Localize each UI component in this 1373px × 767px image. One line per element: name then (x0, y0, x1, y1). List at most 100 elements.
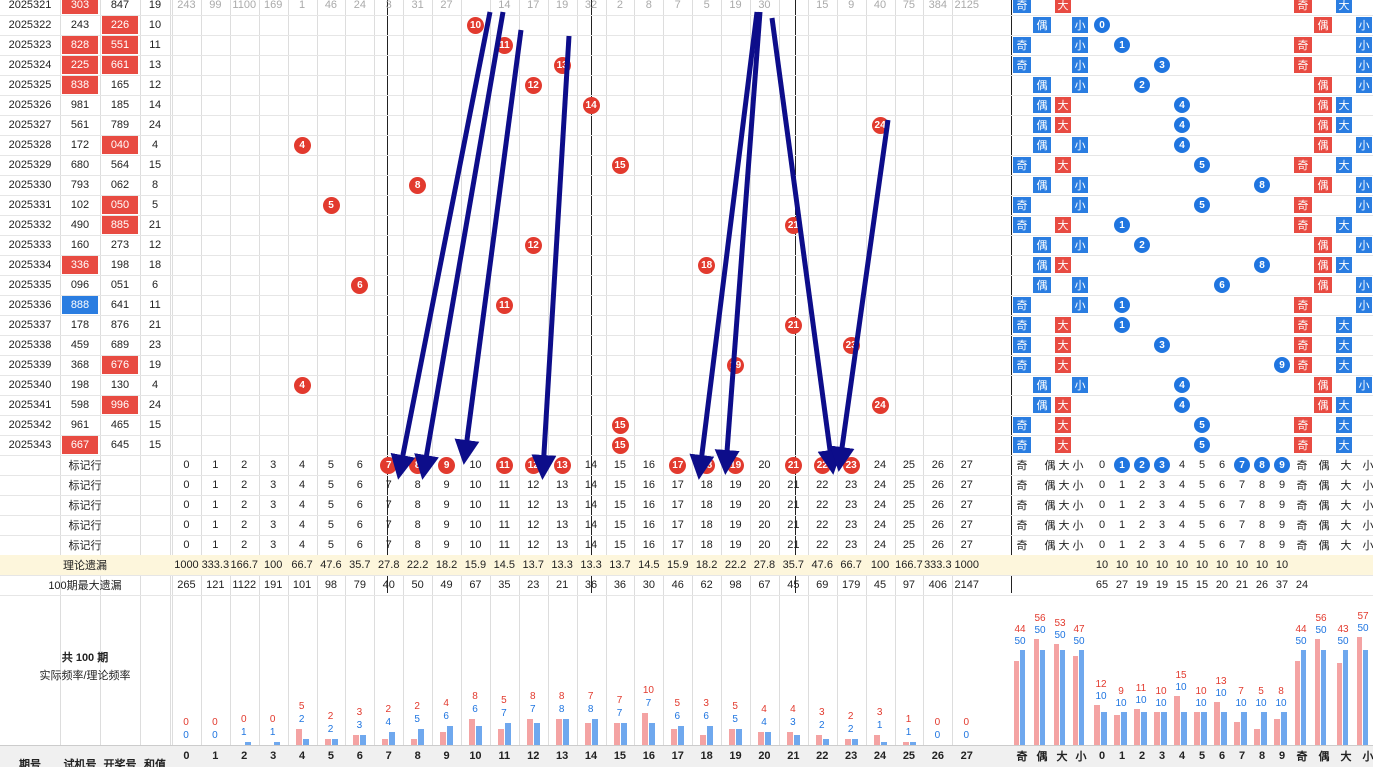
position-ball: 1 (1114, 297, 1130, 313)
row-divider (0, 355, 1373, 356)
column-header-sum[interactable]: 19 (729, 750, 742, 762)
column-header[interactable]: 期号 (19, 759, 41, 767)
mark-sum-number: 2 (241, 499, 248, 511)
column-header-sum[interactable]: 27 (960, 750, 973, 762)
column-header-pos[interactable]: 0 (1098, 750, 1106, 762)
column-header-oe-bs[interactable]: 小 (1075, 751, 1087, 763)
column-header-pos[interactable]: 4 (1178, 750, 1186, 762)
column-header-tail[interactable]: 偶 (1318, 751, 1330, 763)
miss-count (634, 215, 663, 235)
column-header[interactable]: 试机号 (63, 759, 97, 767)
column-header-sum[interactable]: 3 (270, 750, 277, 762)
miss-count: 1 (298, 0, 306, 11)
test-number: 667 (62, 436, 98, 454)
column-header-sum[interactable]: 26 (931, 750, 944, 762)
draw-number: 789 (110, 119, 130, 131)
test-number: 459 (70, 339, 90, 351)
column-header-pos[interactable]: 1 (1118, 750, 1126, 762)
miss-count (692, 375, 721, 395)
mark-sum-number: 5 (327, 459, 334, 471)
column-header-sum[interactable]: 23 (845, 750, 858, 762)
sum-ball: 21 (784, 317, 802, 334)
draw-number: 040 (102, 136, 138, 154)
miss-count (750, 435, 779, 455)
mark-sum-number: 1 (212, 519, 219, 531)
column-header[interactable]: 和值 (144, 759, 166, 767)
column-header-pos[interactable]: 2 (1138, 750, 1146, 762)
column-header-pos[interactable]: 9 (1278, 750, 1286, 762)
miss-count (634, 435, 663, 455)
column-header-tail[interactable]: 大 (1340, 751, 1352, 763)
column-header-oe-bs[interactable]: 大 (1056, 751, 1068, 763)
column-header-sum[interactable]: 20 (758, 750, 771, 762)
miss-count (606, 235, 635, 255)
miss-count (374, 175, 403, 195)
actual-freq-bar (729, 729, 736, 745)
column-header-oe-bs[interactable]: 偶 (1036, 751, 1048, 763)
mark-pos-number: 7 (1238, 499, 1246, 511)
column-header-tail[interactable]: 小 (1362, 751, 1373, 763)
miss-count (432, 75, 461, 95)
column-header-sum[interactable]: 0 (183, 750, 190, 762)
pos-freq-actual-bar (1214, 702, 1220, 745)
miss-count (259, 375, 288, 395)
miss-count (490, 215, 519, 235)
column-header-sum[interactable]: 22 (816, 750, 829, 762)
column-header-sum[interactable]: 1 (212, 750, 219, 762)
sum-ball: 11 (495, 297, 513, 314)
column-header-sum[interactable]: 4 (298, 750, 306, 762)
miss-count (923, 315, 952, 335)
column-header-sum[interactable]: 24 (873, 750, 887, 762)
column-header-sum[interactable]: 13 (556, 750, 569, 762)
miss-count: 19 (729, 0, 742, 11)
column-header-sum[interactable]: 5 (327, 750, 334, 762)
column-header-sum[interactable]: 16 (642, 750, 655, 762)
column-header-sum[interactable]: 25 (902, 750, 916, 762)
pos-freq-actual-label: 12 (1095, 679, 1107, 691)
mark-row-label: 标记行 (68, 500, 102, 512)
miss-count (895, 35, 924, 55)
odd-even-tag: 奇 (1013, 157, 1031, 173)
column-header-sum[interactable]: 18 (700, 750, 713, 762)
miss-count (172, 295, 201, 315)
mark-oe-bs-label: 大 (1058, 500, 1070, 512)
column-header-sum[interactable]: 12 (527, 750, 540, 762)
column-header[interactable]: 开奖号 (103, 759, 137, 767)
column-header-sum[interactable]: 7 (385, 750, 392, 762)
miss-count (663, 375, 692, 395)
column-header-sum[interactable]: 10 (469, 750, 482, 762)
column-header-pos[interactable]: 3 (1158, 750, 1166, 762)
miss-count: 8 (645, 0, 652, 11)
column-header-sum[interactable]: 6 (356, 750, 363, 762)
miss-count (432, 55, 461, 75)
column-header-sum[interactable]: 14 (584, 750, 598, 762)
miss-count (345, 15, 374, 35)
miss-count (606, 175, 635, 195)
column-header-pos[interactable]: 7 (1238, 750, 1246, 762)
tail-big-small-tag: 小 (1356, 137, 1372, 153)
column-header-oe-bs[interactable]: 奇 (1016, 751, 1028, 763)
miss-count (837, 235, 866, 255)
miss-count (866, 275, 895, 295)
column-header-sum[interactable]: 17 (671, 750, 684, 762)
column-header-pos[interactable]: 5 (1198, 750, 1206, 762)
sum-ball: 12 (524, 237, 542, 254)
draw-number: 273 (110, 239, 130, 251)
miss-count (461, 235, 490, 255)
column-header-sum[interactable]: 21 (787, 750, 800, 762)
column-header-pos[interactable]: 6 (1218, 750, 1226, 762)
pos-freq-actual-label: 15 (1175, 669, 1187, 681)
column-header-sum[interactable]: 15 (613, 750, 627, 762)
row-divider (0, 455, 1373, 456)
column-header-tail[interactable]: 奇 (1296, 751, 1308, 763)
miss-count (577, 255, 606, 275)
column-header-sum[interactable]: 9 (443, 750, 450, 762)
miss-count (663, 55, 692, 75)
actual-freq-bar (411, 738, 418, 745)
column-header-sum[interactable]: 11 (498, 750, 511, 762)
column-header-pos[interactable]: 8 (1258, 750, 1266, 762)
column-header-sum[interactable]: 8 (414, 750, 421, 762)
column-header-sum[interactable]: 2 (241, 750, 248, 762)
mark-sum-number: 6 (356, 539, 363, 551)
actual-freq-label: 2 (847, 710, 854, 722)
